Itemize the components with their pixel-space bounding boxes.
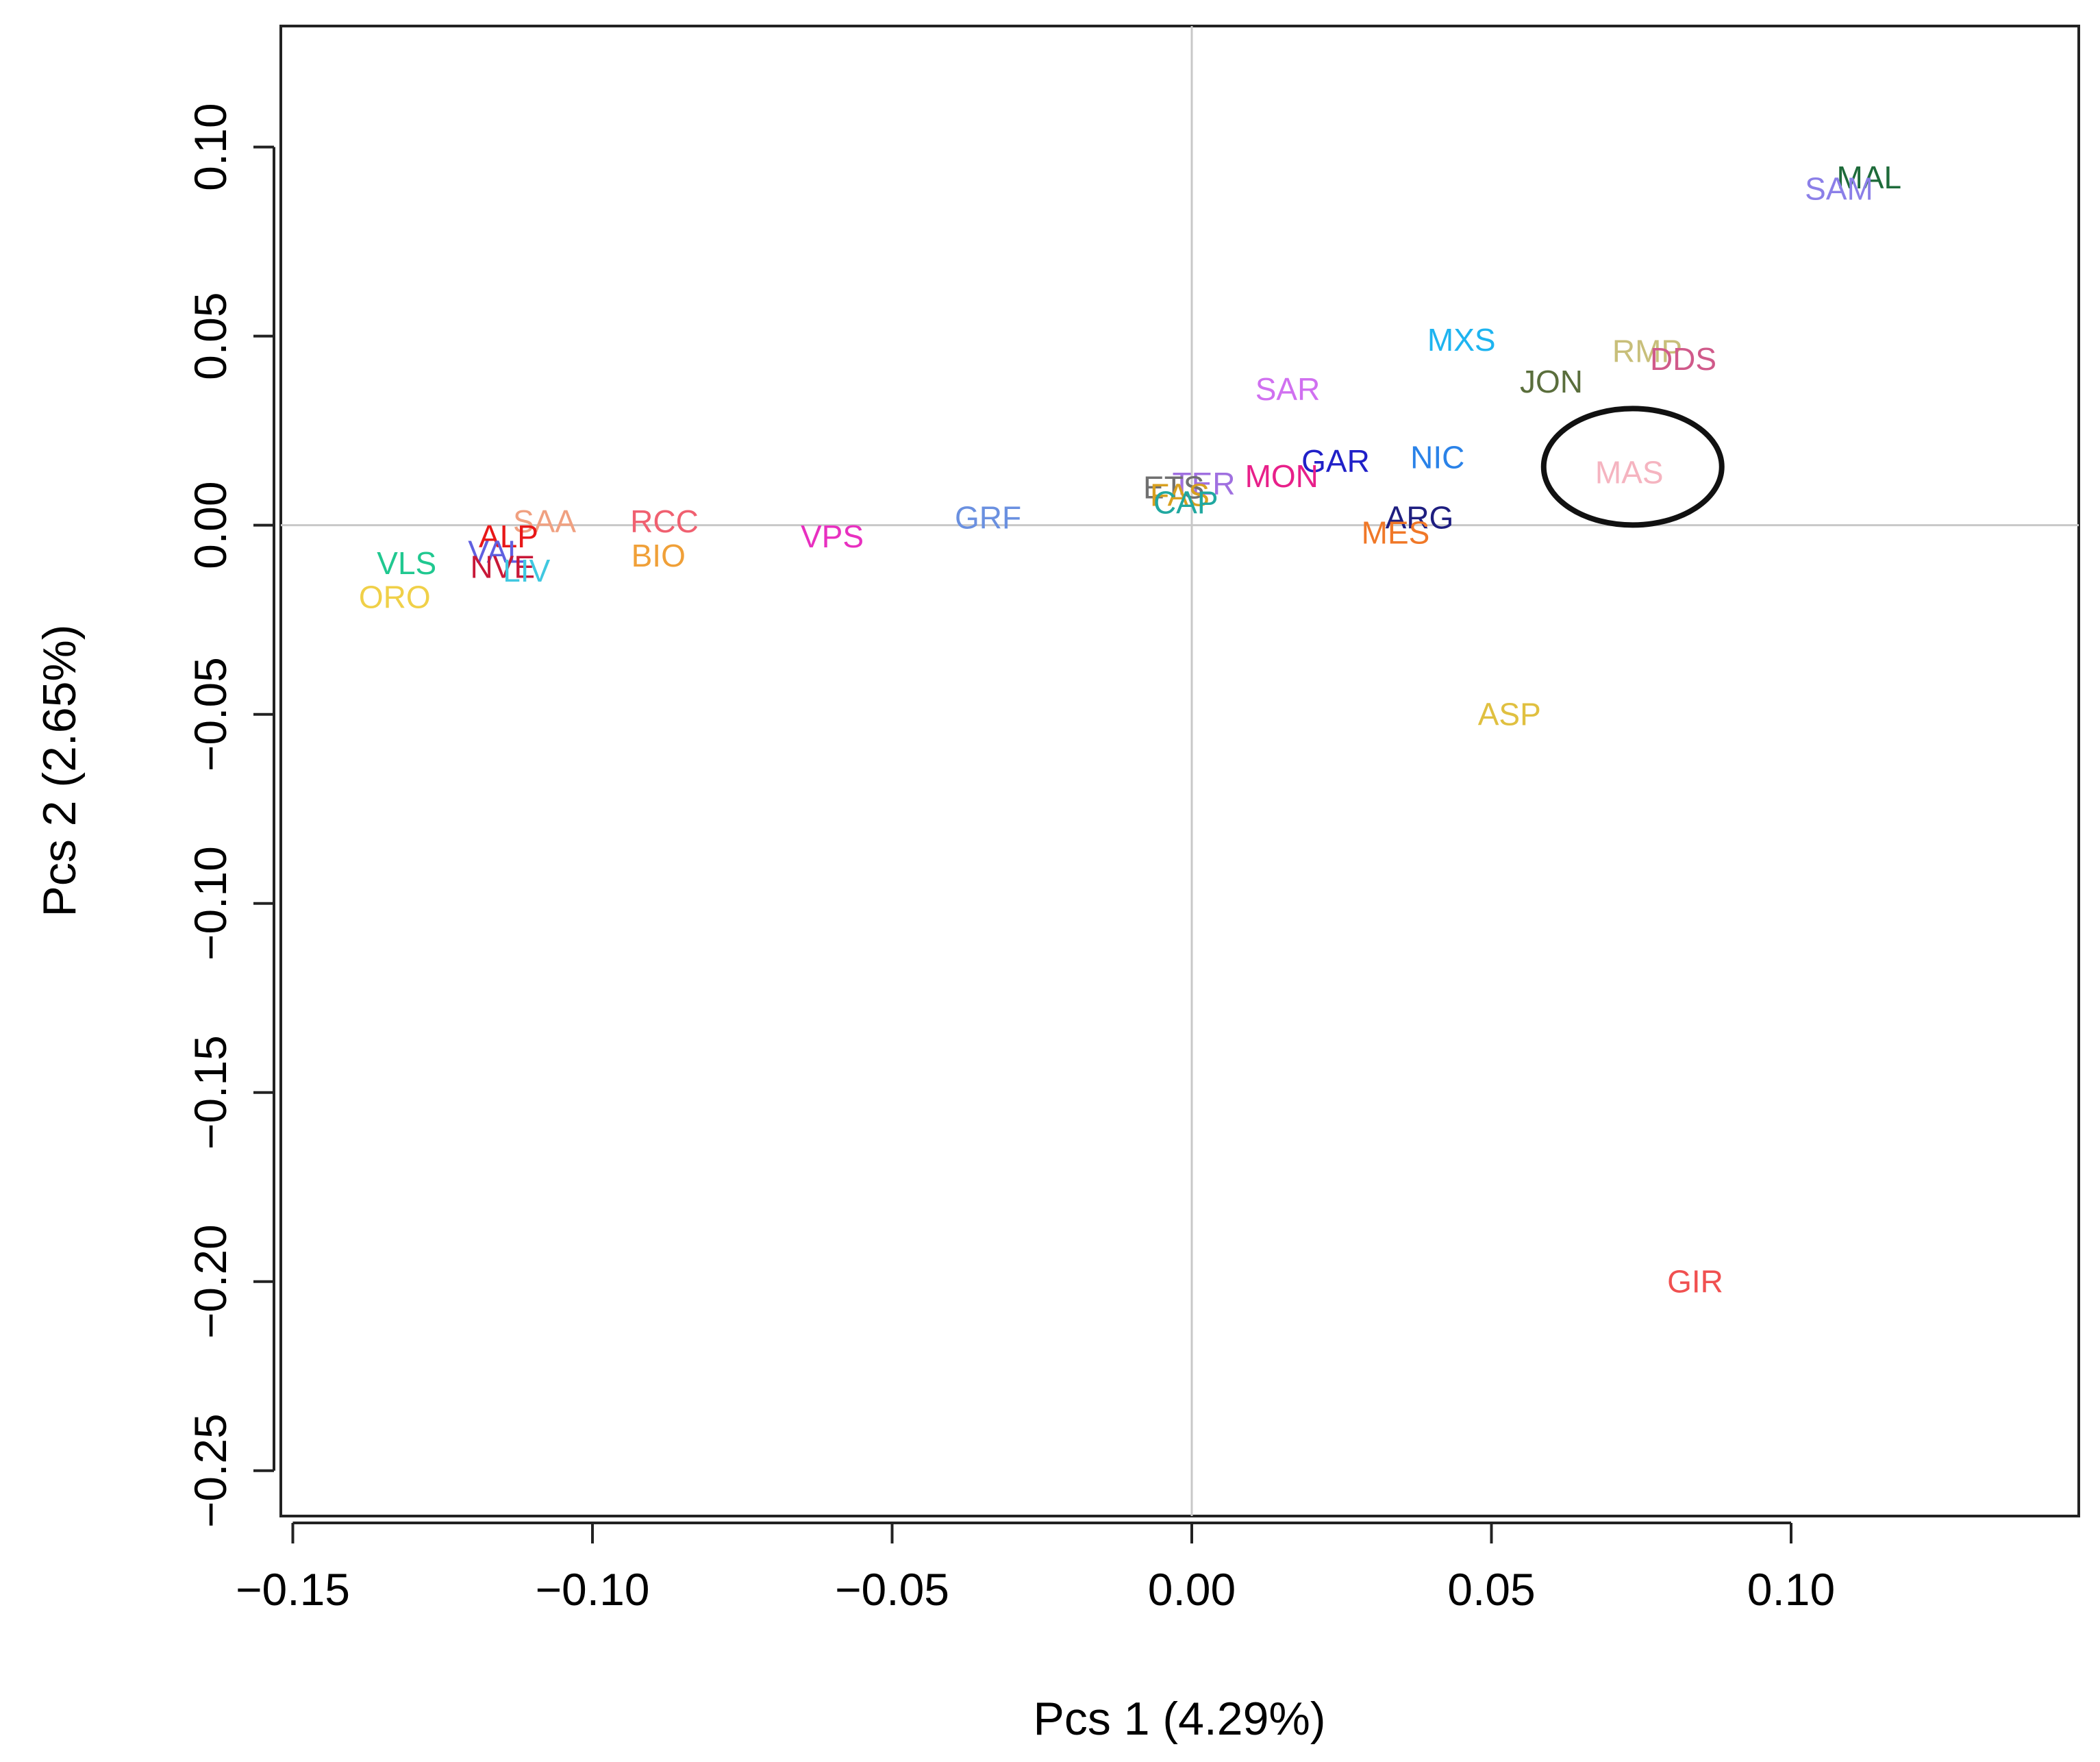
y-axis-title: Pcs 2 (2.65%) bbox=[34, 624, 86, 917]
point-label-val: VAL bbox=[468, 534, 525, 569]
point-label-saa: SAA bbox=[513, 504, 576, 539]
y-tick-label: 0.05 bbox=[185, 292, 236, 380]
point-label-rcc: RCC bbox=[630, 504, 699, 539]
point-label-asp: ASP bbox=[1478, 697, 1541, 732]
y-tick-label: 0.10 bbox=[185, 103, 236, 190]
point-label-arg: ARG bbox=[1386, 500, 1454, 536]
point-label-rmp: RMP bbox=[1612, 334, 1682, 369]
point-label-sam: SAM bbox=[1805, 171, 1873, 206]
point-label-cap: CAP bbox=[1153, 485, 1218, 521]
point-label-gir: GIR bbox=[1667, 1264, 1723, 1300]
y-tick-label: −0.25 bbox=[185, 1413, 236, 1528]
point-label-nic: NIC bbox=[1410, 439, 1464, 475]
point-label-dds: DDS bbox=[1650, 341, 1716, 377]
point-label-mon: MON bbox=[1245, 458, 1318, 494]
y-axis: 0.10 0.05 0.00 −0.05 −0.10 −0.15 −0.20 −0.25 bbox=[185, 103, 275, 1528]
x-tick-label: −0.15 bbox=[236, 1564, 350, 1615]
point-label-sar: SAR bbox=[1255, 371, 1321, 407]
point-label-grf: GRF bbox=[955, 500, 1021, 536]
point-label-ter: TER bbox=[1173, 466, 1236, 501]
point-label-oro: ORO bbox=[359, 580, 431, 615]
point-label-fas: FAS bbox=[1150, 477, 1210, 513]
point-label-nve: NVE bbox=[470, 549, 535, 584]
x-axis-title: Pcs 1 (4.29%) bbox=[1033, 1693, 1325, 1745]
reference-lines bbox=[281, 26, 2079, 1516]
point-label-liv: LIV bbox=[503, 553, 550, 588]
point-label-mal: MAL bbox=[1836, 160, 1901, 195]
x-tick-label: −0.05 bbox=[835, 1564, 949, 1615]
y-tick-label: −0.10 bbox=[185, 846, 236, 960]
x-tick-label: 0.05 bbox=[1447, 1564, 1535, 1615]
point-label-gar: GAR bbox=[1301, 443, 1370, 479]
x-tick-label: −0.10 bbox=[536, 1564, 650, 1615]
point-label-vps: VPS bbox=[801, 519, 864, 554]
x-tick-label: 0.00 bbox=[1148, 1564, 1236, 1615]
point-label-bio: BIO bbox=[632, 538, 686, 573]
point-label-mes: MES bbox=[1362, 515, 1430, 551]
y-tick-label: −0.15 bbox=[185, 1035, 236, 1150]
point-label-mas: MAS bbox=[1595, 454, 1664, 490]
x-axis: −0.15 −0.10 −0.05 0.00 0.05 0.10 bbox=[236, 1522, 1835, 1615]
highlight-ellipse bbox=[1540, 406, 1725, 528]
y-tick-label: 0.00 bbox=[185, 481, 236, 569]
point-label-vls: VLS bbox=[377, 545, 436, 581]
point-label-ets: ETS bbox=[1143, 469, 1204, 505]
highlight-ellipse-group bbox=[1540, 406, 1725, 528]
point-label-alp: ALP bbox=[479, 519, 538, 554]
point-label-mxs: MXS bbox=[1427, 322, 1496, 358]
plot-frame bbox=[279, 25, 2080, 1517]
y-tick-label: −0.05 bbox=[185, 657, 236, 771]
x-tick-label: 0.10 bbox=[1747, 1564, 1835, 1615]
point-label-jon: JON bbox=[1520, 364, 1583, 399]
y-tick-label: −0.20 bbox=[185, 1224, 236, 1339]
